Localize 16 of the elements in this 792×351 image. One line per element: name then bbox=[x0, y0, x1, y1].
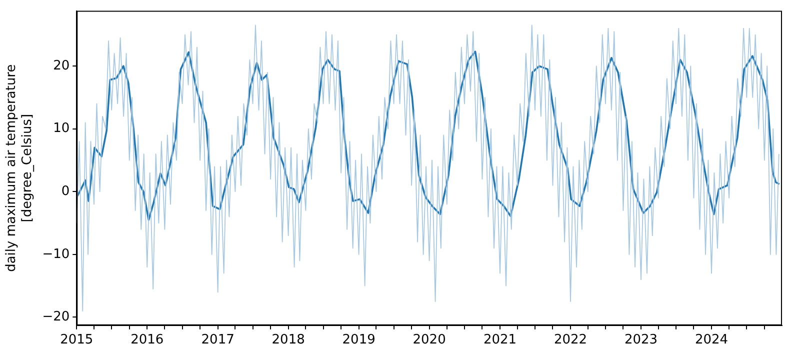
x-tick-label: 2015 bbox=[60, 332, 94, 348]
x-tick-label: 2019 bbox=[342, 332, 376, 348]
x-tick-label: 2023 bbox=[624, 332, 658, 348]
x-tick-label: 2017 bbox=[201, 332, 234, 348]
y-axis-title: daily maximum air temperature [degree_Celsius] bbox=[4, 64, 35, 272]
x-tick-label: 2018 bbox=[272, 332, 305, 348]
x-tick-label: 2024 bbox=[694, 332, 728, 348]
y-tick-label: −10 bbox=[42, 246, 70, 262]
x-tick-label: 2022 bbox=[554, 332, 588, 348]
y-tick-label: 20 bbox=[53, 58, 70, 74]
x-tick-label: 2020 bbox=[412, 332, 446, 348]
y-tick-label: 10 bbox=[53, 121, 70, 136]
x-tick-label: 2016 bbox=[130, 332, 164, 348]
y-tick-label: 0 bbox=[61, 184, 70, 200]
y-tick-label: −20 bbox=[42, 310, 70, 325]
x-tick-label: 2021 bbox=[483, 332, 517, 348]
